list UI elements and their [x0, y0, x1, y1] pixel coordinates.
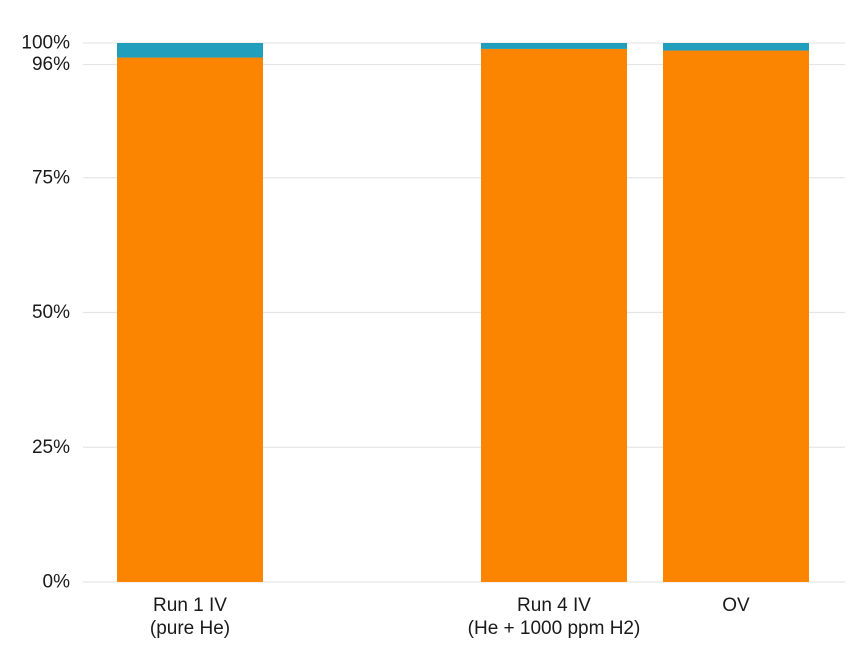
y-tick-label: 100%: [21, 33, 70, 54]
x-tick-label-line: Run 4 IV: [517, 595, 591, 616]
y-tick-label: 25%: [32, 437, 70, 458]
bar-segment-top-2: [663, 43, 809, 51]
bar-segment-bottom-1: [481, 48, 627, 582]
x-tick-label-line: Run 1 IV: [153, 595, 227, 616]
bar-segment-bottom-0: [117, 57, 263, 583]
bar-segment-bottom-2: [663, 50, 809, 582]
y-tick-label: 50%: [32, 302, 70, 323]
bar-segment-top-0: [117, 43, 263, 58]
x-tick-label: Run 1 IV (pure He): [150, 595, 230, 639]
x-tick-label: OV: [722, 595, 750, 616]
x-axis-ticks: Run 1 IV (pure He) Run 4 IV (He + 1000 ppm …: [150, 595, 750, 639]
y-tick-label: 75%: [32, 167, 70, 188]
y-tick-label: 0%: [43, 572, 71, 593]
x-tick-label: Run 4 IV (He + 1000 ppm H2): [468, 595, 641, 639]
x-tick-label-line: (pure He): [150, 618, 230, 639]
bars: [117, 43, 809, 583]
bar-segment-top-1: [481, 43, 627, 49]
x-tick-label-line: (He + 1000 ppm H2): [468, 618, 641, 639]
y-tick-label: 96%: [32, 54, 70, 75]
y-axis-ticks: 0% 25% 50% 75% 96%100%: [21, 33, 70, 593]
x-tick-label-line: OV: [722, 595, 750, 616]
